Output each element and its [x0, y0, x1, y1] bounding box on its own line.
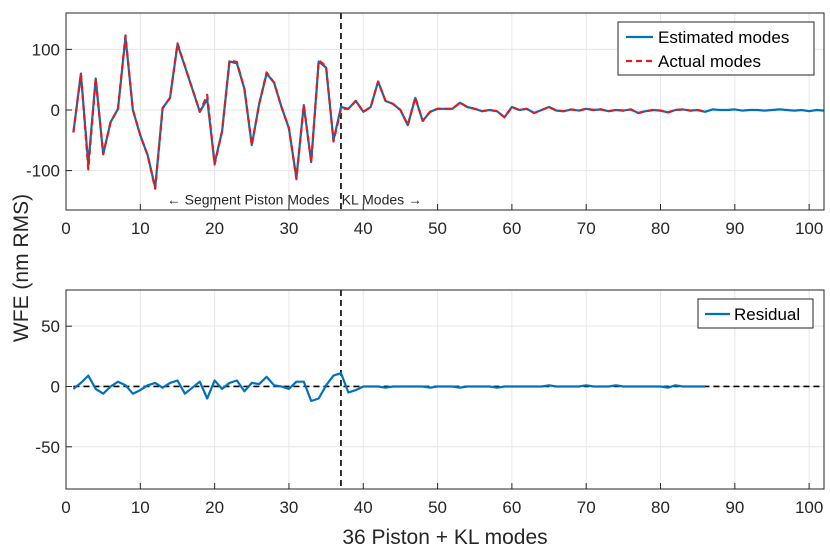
legend-residual-label: Residual — [734, 305, 800, 324]
top-x-tick-label: 30 — [279, 219, 298, 238]
top-series-actual-modes — [72, 34, 706, 190]
top-plot: 0 10 20 30 40 50 60 70 80 90 100 -100 0 100 ← Segmen… — [26, 12, 825, 238]
top-x-tick-label: 20 — [205, 219, 224, 238]
top-axes-box — [65, 12, 825, 211]
bottom-x-tick-label: 30 — [279, 498, 298, 517]
bottom-series-residual — [72, 372, 706, 403]
top-y-tick-label: 0 — [51, 101, 60, 120]
top-y-tick-label: -100 — [26, 162, 60, 181]
top-legend: Estimated modes Actual modes — [617, 21, 815, 76]
bottom-series — [72, 372, 706, 403]
top-x-tick-label: 50 — [428, 219, 447, 238]
top-x-tick-label: 70 — [577, 219, 596, 238]
top-x-tick-label: 0 — [61, 219, 70, 238]
top-x-tick-label: 10 — [131, 219, 150, 238]
top-series — [72, 34, 825, 190]
bottom-axes-box — [65, 289, 825, 490]
annotation-kl-modes: KL Modes → — [342, 192, 422, 208]
bottom-plot: 0 10 20 30 40 50 60 70 80 90 100 -50 0 50 Residual — [35, 289, 825, 517]
bottom-x-tick-label: 0 — [61, 498, 70, 517]
top-x-tick-label: 80 — [651, 219, 670, 238]
bottom-x-ticks: 0 10 20 30 40 50 60 70 80 90 100 — [61, 483, 823, 517]
bottom-x-tick-label: 50 — [428, 498, 447, 517]
bottom-y-tick-label: 0 — [51, 377, 60, 396]
top-y-ticks: -100 0 100 — [26, 40, 72, 181]
y-axis-label: WFE (nm RMS) — [10, 194, 33, 342]
bottom-y-tick-label: -50 — [35, 438, 60, 457]
top-x-tick-label: 40 — [354, 219, 373, 238]
bottom-x-tick-label: 100 — [795, 498, 823, 517]
bottom-x-tick-label: 60 — [502, 498, 521, 517]
top-legend-box — [617, 21, 815, 76]
x-axis-label: 36 Piston + KL modes — [342, 526, 547, 549]
top-x-tick-label: 100 — [795, 219, 823, 238]
top-x-ticks: 0 10 20 30 40 50 60 70 80 90 100 — [61, 204, 823, 238]
bottom-x-tick-label: 70 — [577, 498, 596, 517]
bottom-legend: Residual — [697, 298, 814, 329]
bottom-y-ticks: -50 0 50 — [35, 317, 72, 457]
bottom-x-tick-label: 40 — [354, 498, 373, 517]
bottom-x-tick-label: 80 — [651, 498, 670, 517]
top-y-tick-label: 100 — [32, 40, 60, 59]
bottom-x-tick-label: 10 — [131, 498, 150, 517]
top-x-tick-label: 60 — [502, 219, 521, 238]
legend-estimated-label: Estimated modes — [658, 28, 789, 47]
top-x-tick-label: 90 — [725, 219, 744, 238]
legend-actual-label: Actual modes — [658, 52, 761, 71]
bottom-x-tick-label: 90 — [725, 498, 744, 517]
bottom-x-tick-label: 20 — [205, 498, 224, 517]
bottom-y-tick-label: 50 — [41, 317, 60, 336]
annotation-segment-piston: ← Segment Piston Modes — [167, 192, 330, 208]
